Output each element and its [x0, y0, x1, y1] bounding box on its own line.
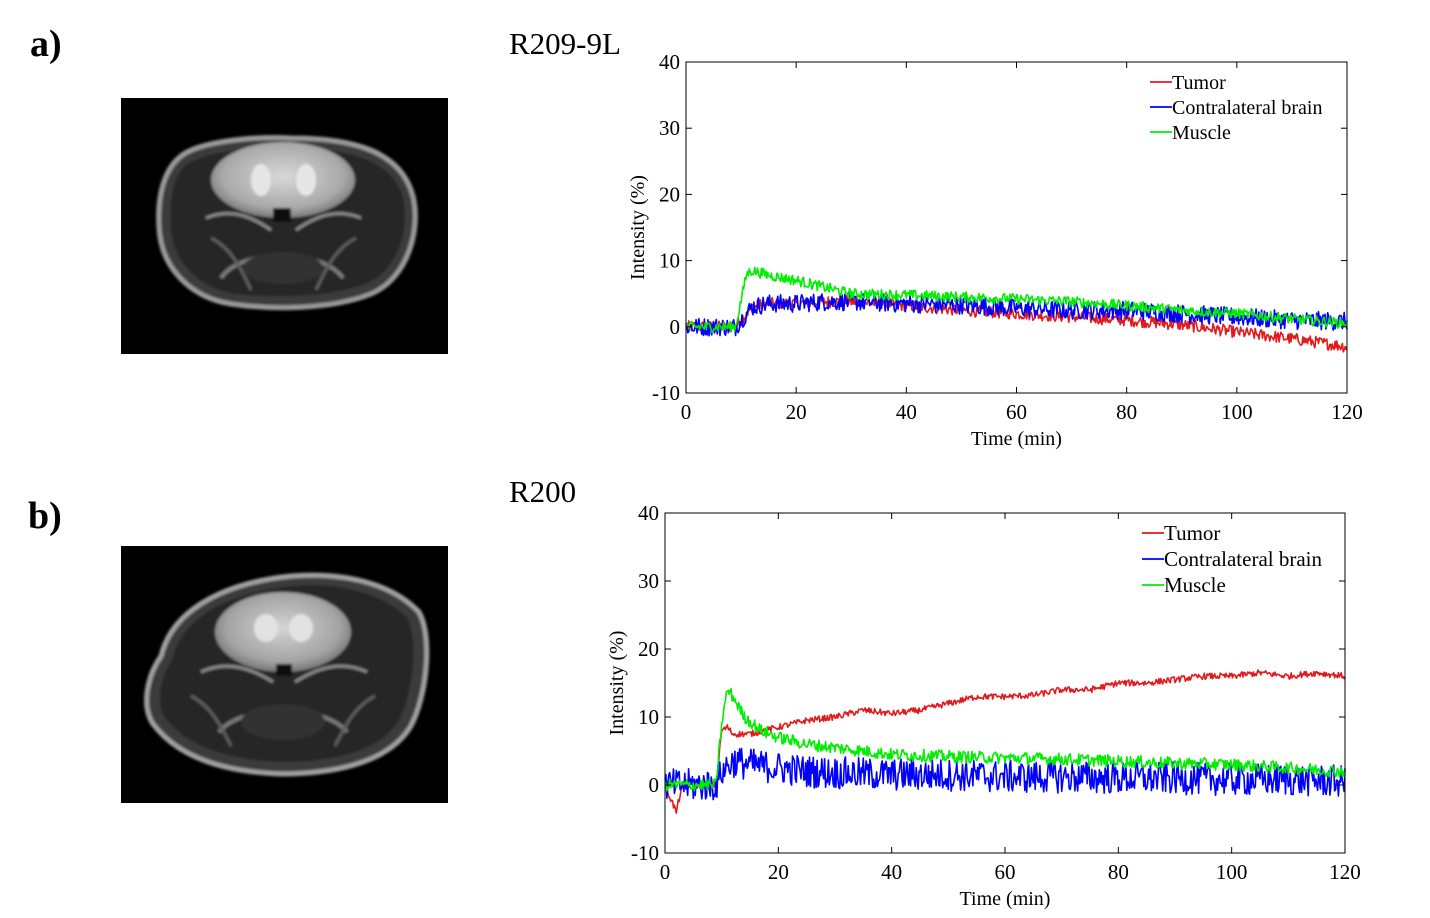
y-tick-label: 20	[659, 182, 680, 206]
legend-label: Tumor	[1172, 72, 1226, 94]
x-tick-label: 0	[681, 400, 692, 424]
plot-area	[686, 62, 1347, 393]
legend-label: Contralateral brain	[1172, 97, 1323, 119]
legend: Tumor Contralateral brain Muscle	[1150, 72, 1323, 144]
y-tick-label: 0	[670, 315, 681, 339]
x-tick-label: 40	[896, 400, 917, 424]
legend-label: Muscle	[1172, 122, 1231, 144]
panel-a-mri-image	[121, 98, 448, 354]
panel-b-mri-image	[121, 546, 448, 803]
y-tick-label: 30	[659, 116, 680, 140]
panel-b-label: b)	[28, 495, 62, 537]
panel-a-sample-name: R209-9L	[509, 26, 621, 61]
y-axis-label: Intensity (%)	[627, 175, 649, 280]
series-line-muscle	[685, 266, 1348, 333]
x-tick-label: 80	[1116, 400, 1137, 424]
x-axis-label: Time (min)	[971, 428, 1062, 450]
y-tick-label: 10	[659, 249, 680, 273]
y-tick-label: 40	[659, 50, 680, 74]
x-tick-label: 120	[1331, 400, 1363, 424]
series-line-tumor	[685, 295, 1348, 353]
panel-b-sample-name: R200	[509, 474, 577, 509]
series-line-contralateral-brain	[685, 291, 1348, 337]
x-tick-label: 20	[786, 400, 807, 424]
x-tick-label: 60	[1006, 400, 1027, 424]
y-tick-label: -10	[652, 381, 680, 405]
x-tick-label: 100	[1221, 400, 1253, 424]
panel-a-label: a)	[30, 23, 62, 65]
